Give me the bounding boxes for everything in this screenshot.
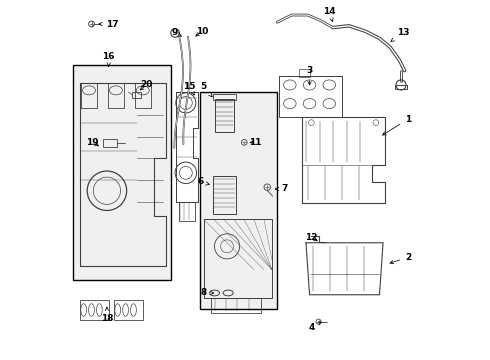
Bar xyxy=(108,83,124,108)
Bar xyxy=(179,202,195,221)
Text: 3: 3 xyxy=(306,66,313,85)
Text: 1: 1 xyxy=(383,114,411,135)
Text: 5: 5 xyxy=(200,82,212,97)
Text: 14: 14 xyxy=(323,7,336,22)
Text: 7: 7 xyxy=(275,184,288,193)
Text: 17: 17 xyxy=(99,19,119,28)
Bar xyxy=(81,83,97,108)
Text: 18: 18 xyxy=(100,307,113,323)
Bar xyxy=(114,300,143,320)
Text: 9: 9 xyxy=(172,28,181,37)
Bar xyxy=(103,139,117,147)
Bar xyxy=(204,220,272,298)
Bar xyxy=(132,92,141,98)
Bar xyxy=(200,92,277,309)
Text: 2: 2 xyxy=(390,253,411,264)
Bar xyxy=(213,176,236,214)
Text: 6: 6 xyxy=(197,177,209,186)
Text: 20: 20 xyxy=(140,81,152,90)
Text: 4: 4 xyxy=(308,322,321,332)
Text: 11: 11 xyxy=(249,138,262,147)
Bar xyxy=(299,69,310,77)
Bar xyxy=(395,85,407,89)
Text: 12: 12 xyxy=(305,233,318,242)
Bar xyxy=(279,76,342,117)
Bar xyxy=(73,65,172,280)
Text: 15: 15 xyxy=(183,82,196,95)
Text: 13: 13 xyxy=(391,28,409,41)
Bar xyxy=(215,99,234,132)
Text: 19: 19 xyxy=(86,138,99,147)
Bar xyxy=(80,300,109,320)
Bar xyxy=(135,83,151,108)
Text: 8: 8 xyxy=(200,288,214,297)
Bar xyxy=(213,94,236,100)
Bar xyxy=(211,298,261,313)
Text: 10: 10 xyxy=(196,27,208,36)
Text: 16: 16 xyxy=(102,52,115,67)
